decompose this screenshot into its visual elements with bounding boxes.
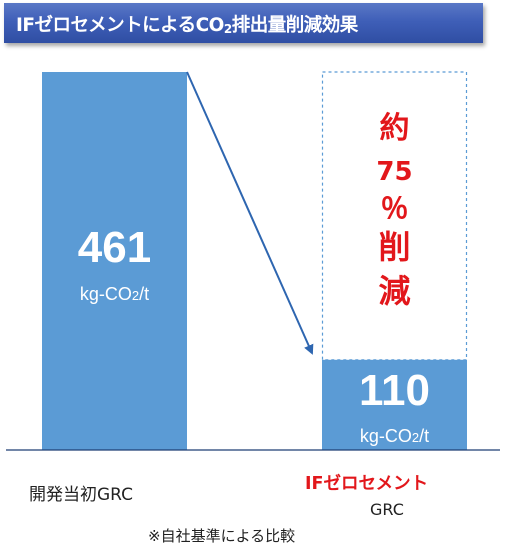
chart-title: IFゼロセメントによるCO2排出量削減効果 [16,11,358,37]
reduction-annotation-3: ％ [380,192,408,225]
annotation-layer: 約 75 ％削減 [186,71,468,361]
title-sub: 2 [223,22,232,36]
reduction-annotation-2: 75 [376,157,412,187]
bar-2-unit-label: kg-CO2/t [360,426,429,446]
bar-2-value-label: 110 [359,366,430,415]
bar-1-unit-label: kg-CO2/t [80,284,149,304]
category-label-2-line1: IFゼロセメント [305,474,429,494]
title-banner: IFゼロセメントによるCO2排出量削減効果 [4,3,483,43]
category-label-2-line2: GRC [370,500,404,519]
bar-1 [42,72,187,450]
category-label-1: 開発当初GRC [29,485,134,505]
bars-layer: 461 kg-CO2/t 110 kg-CO2/t [42,72,467,450]
footnote: ※自社基準による比較 [148,527,296,545]
reduction-annotation-5: 減 [378,272,410,310]
title-main: IFゼロセメントによるCO [16,15,224,36]
bar-2 [322,359,467,450]
reduction-annotation-1: 約 [380,111,410,146]
reduction-outline [321,71,468,361]
title-rest: 排出量削減効果 [231,15,359,36]
reduction-arrow [186,71,314,355]
bar-1-value-label: 461 [78,223,151,272]
reduction-annotation-4: 削 [378,228,410,266]
